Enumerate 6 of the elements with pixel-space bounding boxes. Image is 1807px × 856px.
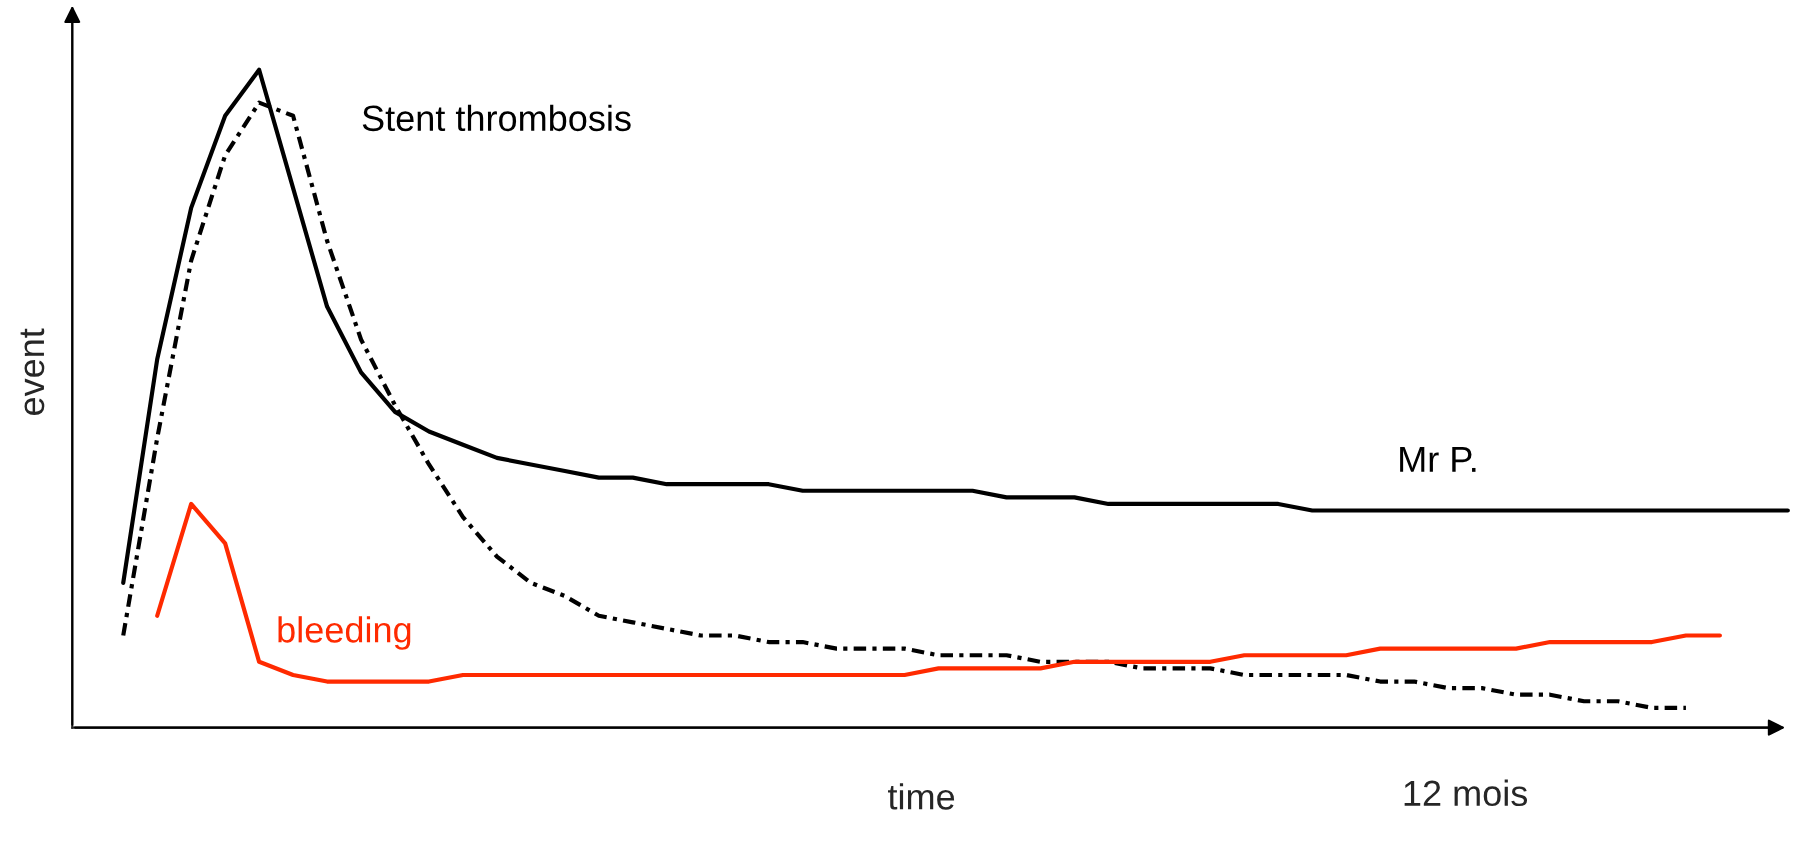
y-axis-title: event — [20, 328, 45, 415]
x-axis-title: time — [888, 783, 955, 810]
series-label: Stent thrombosis — [362, 104, 631, 132]
text: 12 mois — [1404, 779, 1528, 807]
series-label: bleeding — [278, 616, 411, 650]
series-label: Mr P. — [1400, 446, 1476, 472]
